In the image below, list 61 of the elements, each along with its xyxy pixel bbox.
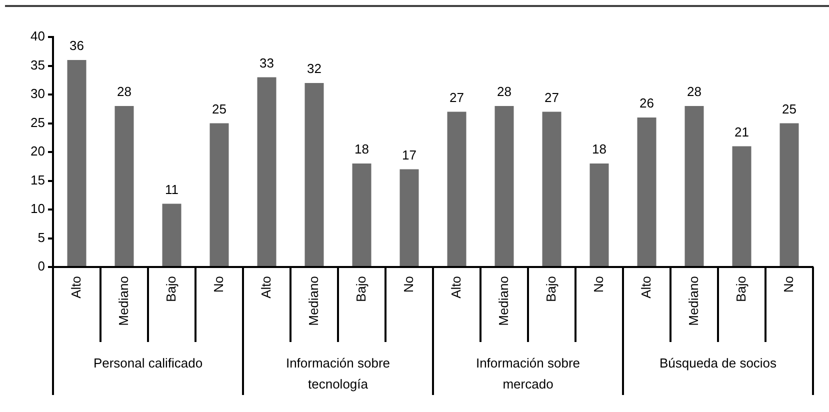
data-label: 11: [165, 182, 178, 197]
text: Información sobre mercado: [476, 356, 580, 392]
text: Personal calificado: [93, 356, 203, 371]
data-label: 21: [734, 124, 749, 140]
data-label: 25: [782, 101, 796, 116]
y-tick-label: 30: [30, 86, 45, 102]
bar: [684, 106, 704, 266]
text: Búsqueda de socios: [659, 356, 778, 371]
x-tick-label: Mediano: [496, 276, 511, 326]
x-tick-label: Bajo: [733, 276, 748, 302]
x-tick-label: No: [590, 276, 606, 293]
y-tick-label: 25: [30, 114, 45, 130]
bar: [67, 60, 86, 266]
data-label: 28: [117, 84, 132, 100]
text: Información sobre tecnología: [286, 356, 390, 392]
y-tick-label: 35: [30, 57, 45, 72]
x-tick-label: No: [780, 276, 796, 293]
bar: [447, 112, 466, 266]
bar: [780, 123, 799, 266]
data-label: 27: [544, 90, 559, 105]
bar: [637, 118, 656, 266]
bar: [494, 106, 514, 266]
data-label: 28: [687, 84, 702, 100]
bar: [210, 123, 229, 266]
x-tick-label: Alto: [258, 276, 274, 298]
x-tick-label: Alto: [68, 276, 84, 298]
bar: [400, 169, 419, 266]
x-tick-label: Bajo: [543, 276, 558, 302]
y-tick-label: 5: [38, 230, 45, 245]
data-label: 27: [450, 90, 464, 105]
x-tick-label: No: [400, 276, 416, 293]
data-label: 33: [260, 55, 274, 70]
data-label: 28: [497, 84, 512, 100]
bar: [352, 164, 372, 266]
data-label: 25: [212, 101, 226, 116]
data-label: 32: [307, 61, 322, 76]
x-tick-label: Bajo: [353, 276, 368, 302]
bar: [732, 146, 752, 266]
bar: [162, 204, 182, 266]
y-tick-label: 40: [30, 28, 45, 44]
x-tick-label: Mediano: [306, 276, 321, 326]
y-tick-label: 15: [30, 172, 45, 188]
x-tick-label: No: [210, 276, 226, 293]
y-tick-label: 20: [30, 144, 45, 159]
y-tick-label: 0: [38, 258, 45, 274]
data-label: 18: [354, 142, 369, 157]
x-tick-label: Alto: [448, 276, 464, 298]
bar: [304, 83, 324, 266]
data-label: 17: [402, 147, 416, 162]
data-label: 18: [592, 142, 606, 157]
x-tick-label: Alto: [638, 276, 654, 298]
x-tick-label: Mediano: [116, 276, 131, 326]
data-label: 26: [640, 96, 654, 111]
bar: [542, 112, 562, 266]
x-tick-label: Bajo: [163, 276, 178, 302]
bar: [114, 106, 134, 266]
y-tick-label: 10: [30, 201, 45, 216]
x-tick-label: Mediano: [686, 276, 701, 326]
data-label: 36: [70, 38, 84, 54]
bar: [257, 77, 276, 266]
bar: [590, 164, 609, 266]
